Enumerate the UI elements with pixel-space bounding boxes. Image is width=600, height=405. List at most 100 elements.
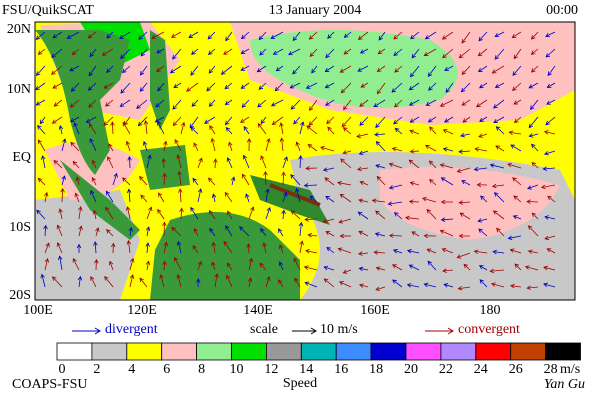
- wind-arrow: [547, 65, 556, 77]
- wind-arrow: [456, 167, 471, 173]
- wind-arrow: [172, 48, 182, 60]
- wind-arrow: [72, 257, 80, 271]
- wind-arrow: [157, 208, 165, 220]
- lon-label: 160E: [360, 303, 390, 318]
- lon-label: 100E: [23, 303, 53, 318]
- wind-arrow: [73, 122, 80, 135]
- wind-arrow: [70, 141, 80, 152]
- wind-arrow: [439, 229, 454, 237]
- wind-arrow: [292, 65, 301, 75]
- wind-arrow: [278, 279, 284, 288]
- wind-arrow: [406, 283, 420, 288]
- wind-arrow: [44, 257, 50, 271]
- wind-arrow: [356, 133, 369, 139]
- wind-arrow: [489, 268, 505, 274]
- wind-arrow: [423, 48, 437, 57]
- wind-arrow: [303, 183, 318, 188]
- wind-arrow: [188, 31, 199, 38]
- colorbar-box: [545, 342, 581, 361]
- wind-arrow: [492, 249, 505, 255]
- wind-arrow: [241, 173, 250, 186]
- colorbar-tick-label: 22: [439, 362, 453, 377]
- wind-arrow: [176, 240, 182, 254]
- wind-arrow: [323, 265, 335, 271]
- wind-arrow: [162, 221, 167, 237]
- wind-arrow: [359, 116, 369, 126]
- wind-arrow: [174, 139, 182, 152]
- lon-label: 120E: [127, 303, 157, 318]
- legend-scale-value: 10 m/s: [320, 322, 358, 337]
- wind-arrow: [270, 31, 284, 39]
- wind-arrow: [546, 248, 556, 254]
- wind-arrows: [35, 31, 556, 291]
- wind-arrow: [423, 282, 437, 288]
- wind-arrow: [325, 99, 335, 106]
- wind-arrow: [74, 192, 80, 203]
- wind-arrow: [224, 191, 233, 203]
- wind-arrow: [429, 126, 437, 135]
- wind-arrow: [409, 181, 420, 186]
- wind-arrow: [513, 48, 522, 60]
- wind-arrow: [44, 242, 50, 254]
- wind-arrow: [240, 116, 250, 123]
- wind-arrow: [265, 188, 270, 203]
- wind-arrow: [279, 137, 285, 152]
- wind-arrow: [88, 122, 97, 135]
- land: [150, 212, 300, 300]
- wind-arrow: [226, 274, 233, 288]
- wind-arrow: [223, 240, 233, 254]
- land: [150, 30, 170, 130]
- wind-arrow: [223, 48, 233, 55]
- wind-arrow: [507, 235, 522, 241]
- wind-arrow: [489, 163, 505, 169]
- wind-arrow: [35, 65, 46, 77]
- wind-arrow: [376, 175, 386, 186]
- wind-arrow: [408, 159, 420, 169]
- wind-arrow: [225, 126, 233, 135]
- colorbar-tick-label: 4: [128, 362, 135, 377]
- wind-arrow: [179, 207, 184, 220]
- wind-arrow: [445, 82, 454, 93]
- wind-arrow: [374, 232, 386, 237]
- wind-arrow: [155, 99, 165, 108]
- wind-arrow: [295, 141, 301, 152]
- wind-arrow: [410, 31, 420, 40]
- wind-arrow: [177, 170, 182, 186]
- wind-arrow: [478, 265, 488, 271]
- wind-arrow: [171, 226, 182, 237]
- wind-arrow: [111, 242, 116, 254]
- wind-arrow: [527, 249, 539, 254]
- wind-arrow: [440, 199, 454, 205]
- lon-label: 180: [480, 303, 501, 318]
- speed-region: [250, 30, 458, 108]
- wind-arrow: [126, 188, 132, 203]
- wind-arrow: [173, 82, 182, 89]
- wind-arrow: [338, 281, 352, 288]
- lat-labels: 20N 10N EQ 10S 20S: [7, 22, 31, 303]
- wind-arrow: [491, 183, 505, 189]
- wind-arrow: [106, 65, 114, 74]
- wind-arrow: [209, 227, 216, 237]
- wind-arrow: [411, 231, 420, 237]
- wind-arrow: [192, 245, 199, 254]
- speed-region: [35, 190, 140, 300]
- wind-arrow: [530, 31, 539, 40]
- wind-arrow: [526, 199, 539, 204]
- wind-arrow: [360, 82, 369, 88]
- wind-arrow: [320, 145, 335, 152]
- wind-arrow: [461, 65, 471, 76]
- wind-arrow: [544, 215, 556, 220]
- wind-arrow: [271, 116, 284, 125]
- wind-arrow: [125, 140, 131, 152]
- wind-arrow: [248, 257, 254, 271]
- colorbar-title: Speed: [283, 376, 317, 391]
- wind-arrow: [128, 226, 133, 237]
- wind-arrow: [162, 260, 167, 271]
- wind-arrow: [172, 116, 182, 127]
- wind-arrow: [494, 48, 505, 60]
- wind-arrow: [545, 116, 556, 126]
- wind-arrow: [540, 184, 556, 190]
- wind-arrow: [247, 277, 253, 288]
- wind-arrow: [51, 276, 63, 288]
- wind-arrow: [477, 48, 488, 57]
